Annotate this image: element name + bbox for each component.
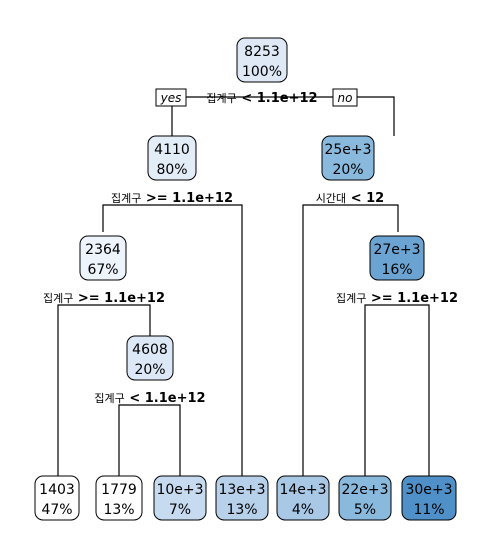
node-n4: 2364 67% <box>79 235 127 281</box>
node-n7-box <box>369 235 425 281</box>
leaf-5-percent: 4% <box>292 502 314 518</box>
edge-n7 <box>364 304 430 476</box>
leaf-3: 10e+3 7% <box>153 475 207 521</box>
node-n4-box <box>79 235 127 281</box>
edge-n4 <box>57 304 151 476</box>
node-n5-value: 4608 <box>132 342 168 358</box>
split-n4: 집계구 >= 1.1e+12 <box>43 291 165 306</box>
edge-n2 <box>102 204 243 476</box>
node-n2-value: 4110 <box>154 142 190 158</box>
node-n7-percent: 16% <box>381 262 412 278</box>
node-n3-value: 25e+3 <box>324 142 371 158</box>
leaf-4: 13e+3 13% <box>215 475 269 521</box>
node-n2: 4110 80% <box>147 135 197 181</box>
leaf-2-percent: 13% <box>103 502 134 518</box>
split-labels: 집계구 < 1.1e+12 집계구 >= 1.1e+12 집계구 >= 1.1e… <box>43 91 458 406</box>
leaf-6-box <box>338 475 392 521</box>
leaf-1: 1403 47% <box>34 475 80 521</box>
yes-label: yes <box>155 88 187 107</box>
edge-n5 <box>118 404 181 476</box>
node-n5-percent: 20% <box>134 362 165 378</box>
node-n3: 25e+3 20% <box>321 135 375 181</box>
leaf-3-value: 10e+3 <box>156 482 203 498</box>
tree-edges <box>57 96 430 476</box>
no-label-text: no <box>338 91 353 105</box>
leaf-7-box <box>401 475 457 521</box>
leaf-6: 22e+3 5% <box>338 475 392 521</box>
node-root: 8253 100% <box>236 37 288 83</box>
split-n5: 집계구 < 1.1e+12 <box>94 391 205 406</box>
leaf-1-box <box>34 475 80 521</box>
node-n5-box <box>126 335 174 381</box>
leaf-7-value: 30e+3 <box>405 482 452 498</box>
node-n3-box <box>321 135 375 181</box>
node-root-value: 8253 <box>244 44 280 60</box>
leaf-4-percent: 13% <box>226 502 257 518</box>
leaf-4-value: 13e+3 <box>218 482 265 498</box>
leaf-7: 30e+3 11% <box>401 475 457 521</box>
leaf-1-percent: 47% <box>41 502 72 518</box>
leaf-1-value: 1403 <box>39 482 75 498</box>
edge-root <box>171 96 395 136</box>
leaf-7-percent: 11% <box>413 502 444 518</box>
leaf-6-percent: 5% <box>354 502 376 518</box>
node-root-box <box>236 37 288 83</box>
leaf-5-value: 14e+3 <box>279 482 326 498</box>
leaf-5-box <box>276 475 330 521</box>
leaf-4-box <box>215 475 269 521</box>
leaf-2: 1779 13% <box>95 475 143 521</box>
leaf-2-box <box>95 475 143 521</box>
split-n7: 집계구 >= 1.1e+12 <box>336 291 458 306</box>
node-n7: 27e+3 16% <box>369 235 425 281</box>
node-root-percent: 100% <box>242 64 282 80</box>
leaf-5: 14e+3 4% <box>276 475 330 521</box>
leaf-6-value: 22e+3 <box>341 482 388 498</box>
no-label: no <box>332 88 358 107</box>
split-n3: 시간대 < 12 <box>316 191 384 206</box>
leaf-3-percent: 7% <box>169 502 191 518</box>
node-n3-percent: 20% <box>332 162 363 178</box>
node-n5: 4608 20% <box>126 335 174 381</box>
leaf-2-value: 1779 <box>101 482 137 498</box>
leaf-3-box <box>153 475 207 521</box>
node-n2-percent: 80% <box>156 162 187 178</box>
node-n4-value: 2364 <box>85 242 121 258</box>
yes-label-text: yes <box>160 91 182 105</box>
node-n4-percent: 67% <box>87 262 118 278</box>
split-root: 집계구 < 1.1e+12 <box>206 91 317 106</box>
node-n7-value: 27e+3 <box>373 242 420 258</box>
split-n2: 집계구 >= 1.1e+12 <box>111 191 233 206</box>
edge-n3 <box>302 204 399 476</box>
node-n2-box <box>147 135 197 181</box>
